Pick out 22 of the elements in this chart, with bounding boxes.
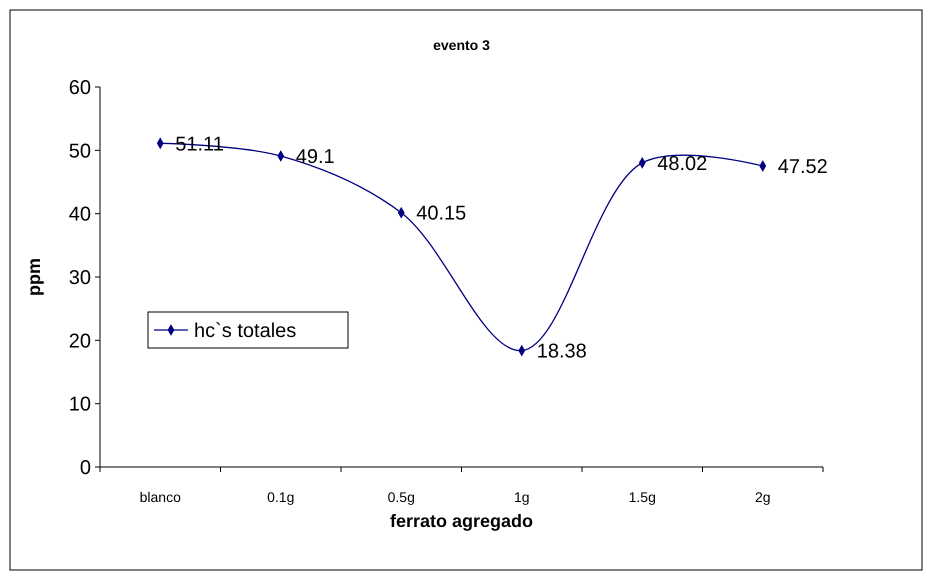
y-tick-label: 50 — [68, 140, 91, 162]
x-tick-label: 0.1g — [267, 489, 294, 505]
legend-label: hc`s totales — [194, 320, 296, 342]
data-label: 48.02 — [657, 152, 708, 175]
x-tick-label: 1.5g — [628, 489, 656, 505]
data-label: 18.38 — [536, 340, 587, 363]
y-tick-label: 20 — [68, 330, 91, 352]
y-tick-label: 60 — [68, 77, 91, 99]
y-tick-label: 40 — [68, 204, 91, 226]
x-tick-label: 1g — [514, 489, 530, 505]
y-tick-label: 0 — [80, 457, 91, 479]
x-tick-label: 0.5g — [388, 489, 415, 505]
y-tick-label: 30 — [68, 267, 91, 289]
x-tick-label: blanco — [140, 489, 182, 505]
data-label: 47.52 — [778, 156, 828, 178]
y-axis-title: ppm — [24, 258, 44, 296]
x-axis-title: ferrato agregado — [390, 511, 534, 531]
x-tick-label: 2g — [754, 489, 771, 505]
data-label: 40.15 — [416, 202, 466, 225]
data-label: 49.1 — [296, 146, 335, 168]
chart-title: evento 3 — [433, 37, 490, 53]
y-tick-label: 10 — [68, 394, 91, 416]
